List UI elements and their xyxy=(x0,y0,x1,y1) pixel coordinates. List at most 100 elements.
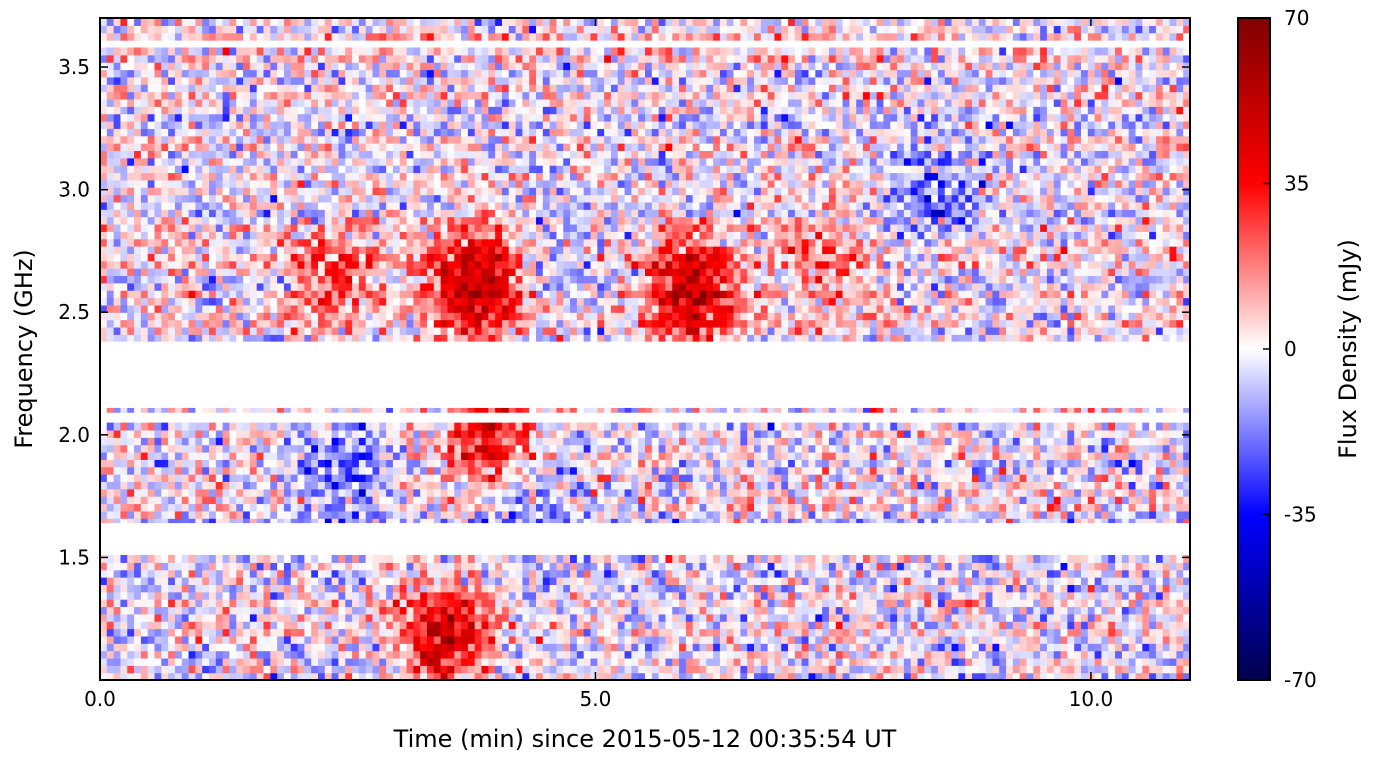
heatmap-cell xyxy=(399,488,408,497)
heatmap-cell xyxy=(161,481,169,490)
heatmap-cell xyxy=(263,422,271,431)
heatmap-cell xyxy=(713,444,721,453)
heatmap-cell xyxy=(617,562,626,571)
heatmap-cell xyxy=(1012,672,1021,681)
heatmap-cell xyxy=(195,481,203,490)
heatmap-cell xyxy=(747,635,755,644)
heatmap-cell xyxy=(876,599,885,608)
heatmap-cell xyxy=(508,613,517,622)
heatmap-cell xyxy=(576,422,585,431)
heatmap-cell xyxy=(113,650,122,659)
heatmap-cell xyxy=(134,621,142,630)
heatmap-cell xyxy=(924,503,932,512)
heatmap-cell xyxy=(379,554,387,563)
heatmap-cell xyxy=(883,562,891,571)
heatmap-cell xyxy=(481,599,489,608)
heatmap-cell xyxy=(815,474,823,482)
heatmap-cell xyxy=(147,591,156,600)
heatmap-cell xyxy=(910,562,919,571)
heatmap-cell xyxy=(985,584,994,593)
heatmap-cell xyxy=(1176,643,1184,652)
heatmap-cell xyxy=(542,466,551,475)
heatmap-cell xyxy=(1006,422,1014,431)
heatmap-cell xyxy=(760,481,769,490)
heatmap-cell xyxy=(154,599,162,608)
heatmap-cell xyxy=(1135,444,1143,453)
heatmap-cell xyxy=(985,569,994,578)
heatmap-cell xyxy=(624,599,632,608)
heatmap-cell xyxy=(270,599,278,608)
heatmap-cell xyxy=(890,496,898,505)
heatmap-cell xyxy=(849,496,857,505)
heatmap-cell xyxy=(481,635,489,644)
heatmap-cell xyxy=(563,466,571,475)
heatmap-cell xyxy=(590,621,598,630)
heatmap-cell xyxy=(794,518,803,527)
heatmap-cell xyxy=(297,606,305,615)
heatmap-cell xyxy=(1176,577,1184,585)
heatmap-cell xyxy=(379,569,387,578)
heatmap-cell xyxy=(1040,474,1048,482)
heatmap-cell xyxy=(917,429,925,438)
heatmap-cell xyxy=(863,599,871,608)
heatmap-cell xyxy=(1046,437,1055,446)
heatmap-cell xyxy=(1101,657,1109,666)
heatmap-cell xyxy=(917,474,925,482)
heatmap-cell xyxy=(665,518,673,527)
heatmap-cell xyxy=(1026,591,1034,600)
heatmap-cell xyxy=(583,635,592,644)
heatmap-cell xyxy=(897,466,905,475)
heatmap-cell xyxy=(651,657,660,666)
heatmap-cell xyxy=(209,518,217,527)
heatmap-cell xyxy=(617,606,626,615)
heatmap-cell xyxy=(1067,510,1075,519)
heatmap-cell xyxy=(679,657,687,666)
heatmap-cell xyxy=(147,562,156,571)
heatmap-cell xyxy=(181,643,190,652)
heatmap-cell xyxy=(774,577,782,585)
heatmap-cell xyxy=(740,437,748,446)
heatmap-cell xyxy=(372,503,380,512)
heatmap-cell xyxy=(256,407,265,416)
heatmap-cell xyxy=(1101,518,1109,527)
heatmap-cell xyxy=(842,510,850,519)
heatmap-cell xyxy=(679,628,687,637)
heatmap-cell xyxy=(1060,481,1068,490)
heatmap-cell xyxy=(610,569,619,578)
heatmap-cell xyxy=(1176,488,1184,497)
heatmap-cell xyxy=(549,599,558,608)
heatmap-cell xyxy=(331,474,340,482)
heatmap-cell xyxy=(910,459,919,468)
heatmap-cell xyxy=(127,665,135,674)
heatmap-cell xyxy=(120,591,128,600)
heatmap-cell xyxy=(215,613,224,622)
heatmap-cell xyxy=(1046,584,1055,593)
heatmap-cell xyxy=(236,429,244,438)
heatmap-cell xyxy=(706,569,714,578)
heatmap-cell xyxy=(127,606,135,615)
heatmap-cell xyxy=(645,466,653,475)
heatmap-cell xyxy=(801,459,810,468)
heatmap-cell xyxy=(951,599,959,608)
heatmap-cell xyxy=(958,518,966,527)
heatmap-cell xyxy=(992,584,1000,593)
heatmap-cell xyxy=(1115,429,1123,438)
heatmap-cell xyxy=(270,562,278,571)
heatmap-cell xyxy=(754,657,762,666)
heatmap-cell xyxy=(270,628,278,637)
heatmap-cell xyxy=(610,518,619,527)
heatmap-cell xyxy=(876,562,885,571)
heatmap-cell xyxy=(1040,496,1048,505)
heatmap-cell xyxy=(270,577,278,585)
heatmap-cell xyxy=(931,496,939,505)
heatmap-cell xyxy=(965,577,973,585)
heatmap-cell xyxy=(420,606,428,615)
heatmap-cell xyxy=(1183,496,1191,505)
heatmap-cell xyxy=(692,437,701,446)
heatmap-cell xyxy=(706,562,714,571)
heatmap-cell xyxy=(1101,429,1109,438)
heatmap-cell xyxy=(168,665,176,674)
heatmap-cell xyxy=(392,599,401,608)
heatmap-cell xyxy=(127,444,135,453)
heatmap-cell xyxy=(897,437,905,446)
